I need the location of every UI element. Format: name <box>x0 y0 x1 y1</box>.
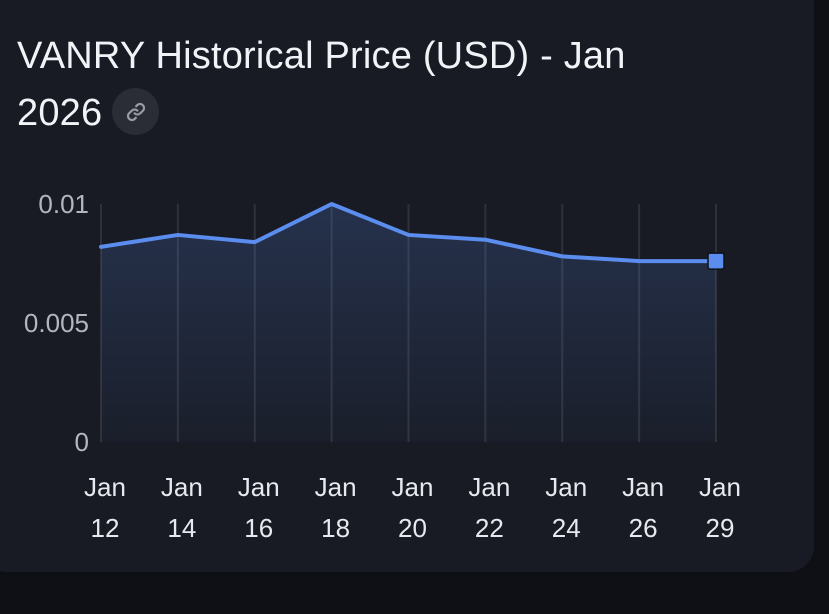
link-icon <box>126 102 145 122</box>
y-tick-label: 0.005 <box>24 308 89 338</box>
data-point[interactable] <box>172 229 184 241</box>
x-tick-label-month: Jan <box>545 472 587 502</box>
y-tick-label: 0.01 <box>38 189 89 219</box>
x-tick-label-day: 16 <box>244 513 273 543</box>
y-tick-label: 0 <box>75 427 89 457</box>
x-tick-label-month: Jan <box>161 472 203 502</box>
data-points <box>95 198 725 270</box>
series-line <box>99 202 718 264</box>
title-line-1: VANRY Historical Price (USD) - Jan <box>17 35 626 77</box>
price-line <box>99 202 718 264</box>
x-tick-label-month: Jan <box>84 472 126 502</box>
x-tick-label-day: 22 <box>475 513 504 543</box>
x-axis-ticks: Jan 12 Jan 14 Jan 16 Jan 18 Jan 20 Jan 22 Jan 24 Jan 26… <box>84 472 741 543</box>
area-path <box>101 204 716 442</box>
link-button[interactable] <box>112 88 160 136</box>
x-tick-label-day: 12 <box>91 513 120 543</box>
x-tick-label-day: 20 <box>398 513 427 543</box>
data-point[interactable] <box>326 198 338 210</box>
x-tick-label-day: 26 <box>629 513 658 543</box>
x-tick-label-day: 29 <box>706 513 735 543</box>
chart-title: VANRY Historical Price (USD) - Jan 2026 <box>17 28 717 142</box>
x-tick-label-month: Jan <box>238 472 280 502</box>
data-point[interactable] <box>403 229 415 241</box>
x-tick-label-day: 14 <box>167 513 196 543</box>
title-line-2: 2026 <box>17 92 103 134</box>
data-point[interactable] <box>556 250 568 262</box>
x-tick-label-month: Jan <box>468 472 510 502</box>
x-tick-label-day: 18 <box>321 513 350 543</box>
x-tick-label-month: Jan <box>315 472 357 502</box>
last-point-marker[interactable] <box>707 252 725 270</box>
area-fill <box>101 204 716 442</box>
x-tick-label-month: Jan <box>392 472 434 502</box>
data-point[interactable] <box>633 255 645 267</box>
data-point[interactable] <box>479 234 491 246</box>
y-axis-ticks: 0 0.005 0.01 <box>24 189 89 457</box>
data-point[interactable] <box>95 241 107 253</box>
x-tick-label-month: Jan <box>699 472 741 502</box>
x-tick-label-month: Jan <box>622 472 664 502</box>
x-tick-label-day: 24 <box>552 513 581 543</box>
data-point[interactable] <box>249 236 261 248</box>
